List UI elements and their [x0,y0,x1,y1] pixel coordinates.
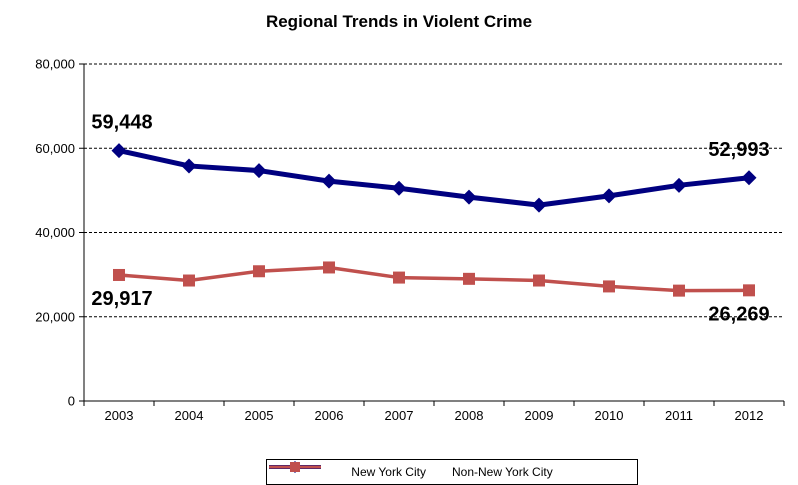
data-point-nyc [671,177,687,193]
legend: New York City Non-New York City [266,459,638,485]
series-line-nyc [118,148,750,208]
data-point-nyc [181,158,197,174]
data-point-nyc [461,189,477,205]
data-point-non-nyc [463,272,475,285]
data-label: 52,993 [708,139,769,161]
chart-title: Regional Trends in Violent Crime [265,12,533,31]
data-point-non-nyc [743,284,755,297]
data-point-nyc [531,197,547,213]
x-tick-label: 2007 [385,408,414,423]
data-point-non-nyc [253,265,265,278]
x-tick-label: 2010 [595,408,624,423]
x-tick-label: 2009 [525,408,554,423]
data-point-non-nyc [673,284,685,297]
data-label: 26,269 [708,303,769,325]
data-point-nyc [111,143,127,159]
data-point-non-nyc [113,268,125,281]
x-tick-label: 2005 [245,408,274,423]
data-point-non-nyc [323,261,335,274]
data-point-non-nyc [533,274,545,287]
legend-item-non-nyc: Non-New York City [269,462,553,479]
data-point-non-nyc [393,271,405,284]
data-label: 59,448 [91,112,152,134]
x-tick-label: 2011 [665,408,693,423]
data-point-nyc [601,188,617,204]
data-label: 29,917 [91,288,152,310]
data-point-non-nyc [183,274,195,287]
x-tick-label: 2006 [315,408,344,423]
legend-item-nyc: New York City [269,461,426,479]
data-point-non-nyc [603,280,615,293]
x-tick-label: 2012 [735,408,764,423]
data-point-nyc [321,173,337,189]
data-point-nyc [741,170,757,186]
series-line-non-nyc [118,265,750,293]
x-tick-label: 2004 [175,408,204,423]
y-tick-label: 40,000 [35,225,75,240]
legend-label: New York City [351,465,426,479]
legend-label: Non-New York City [451,465,553,479]
data-point-nyc [391,180,407,196]
y-tick-label: 60,000 [35,141,75,156]
x-tick-label: 2008 [455,408,484,423]
data-point-nyc [251,163,267,179]
x-tick-label: 2003 [105,408,134,423]
legend-swatch [269,462,321,472]
y-tick-label: 80,000 [35,57,75,72]
y-tick-label: 0 [68,394,75,409]
y-tick-label: 20,000 [35,309,75,324]
